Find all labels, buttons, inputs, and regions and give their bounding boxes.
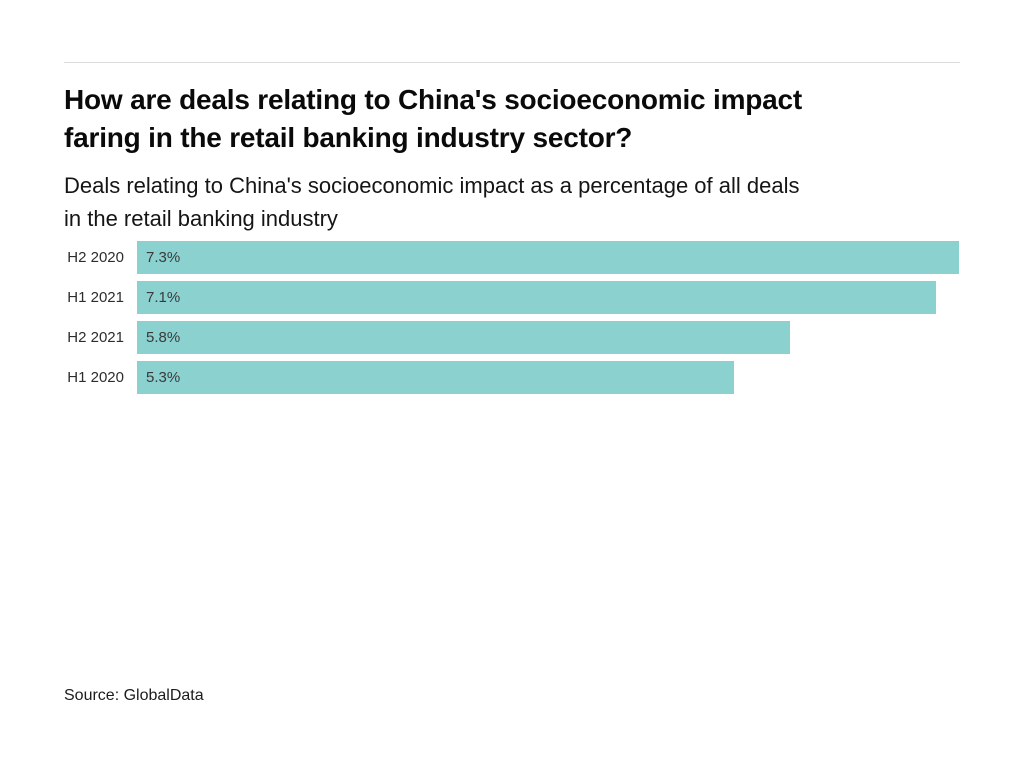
chart-title-line-2: faring in the retail banking industry se… [64, 122, 633, 153]
bar: 7.3% [137, 241, 959, 274]
source-note: Source: GlobalData [64, 687, 204, 704]
plot-area: 7.1% [137, 281, 959, 314]
chart-row: H1 2020 5.3% [64, 361, 960, 394]
chart-row: H1 2021 7.1% [64, 281, 960, 314]
bar: 5.3% [137, 361, 734, 394]
chart-subtitle-line-2: in the retail banking industry [64, 206, 338, 231]
plot-area: 7.3% [137, 241, 959, 274]
category-label: H1 2021 [67, 289, 124, 306]
category-label: H2 2020 [67, 249, 124, 266]
chart-row: H2 2020 7.3% [64, 241, 960, 274]
value-label: 5.8% [146, 329, 181, 346]
chart-title-line-1: How are deals relating to China's socioe… [64, 84, 803, 115]
chart-title: How are deals relating to China's socioe… [64, 81, 954, 157]
bar-chart: H2 2020 7.3% H1 2021 7.1% H2 2021 5.8% H1 2020… [64, 241, 960, 394]
value-label: 5.3% [146, 369, 181, 386]
chart-subtitle: Deals relating to China's socioeconomic … [64, 169, 954, 235]
plot-area: 5.3% [137, 361, 959, 394]
value-label: 7.3% [146, 249, 181, 266]
plot-area: 5.8% [137, 321, 959, 354]
chart-row: H2 2021 5.8% [64, 321, 960, 354]
top-divider [64, 62, 960, 63]
bar: 7.1% [137, 281, 937, 314]
category-label: H1 2020 [67, 369, 124, 386]
category-label: H2 2021 [67, 329, 124, 346]
value-label: 7.1% [146, 289, 181, 306]
chart-subtitle-line-1: Deals relating to China's socioeconomic … [64, 173, 800, 198]
bar: 5.8% [137, 321, 791, 354]
